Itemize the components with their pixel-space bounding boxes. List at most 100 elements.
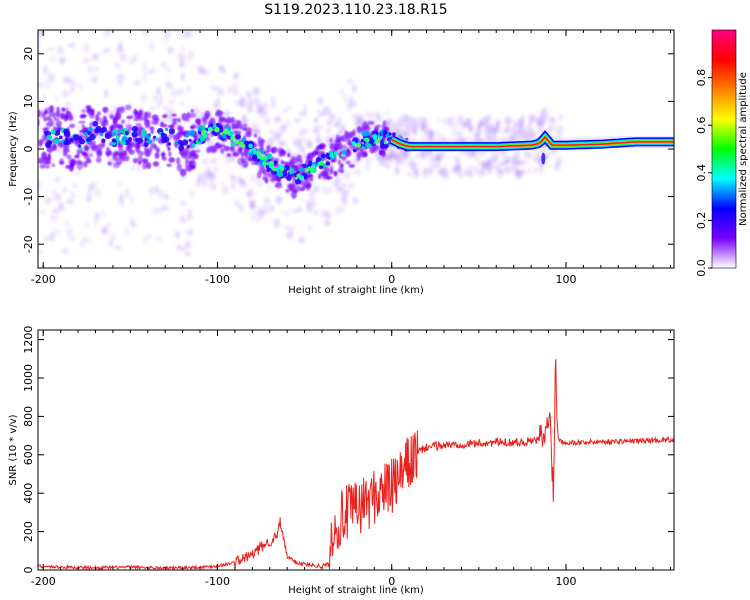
heat-mid	[195, 149, 201, 153]
heat-mid	[319, 143, 326, 149]
heat-noise	[423, 167, 427, 173]
heat-noise	[263, 197, 270, 206]
bottom-ytick-label: 600	[22, 444, 35, 465]
heat-core	[266, 153, 273, 159]
heat-mid	[51, 163, 56, 168]
heat-noise	[160, 61, 168, 69]
heat-noise	[72, 182, 78, 189]
heat-core	[222, 134, 227, 139]
heat-noise	[340, 88, 344, 97]
top-x-axis-label: Height of straight line (km)	[288, 285, 424, 296]
heat-noise	[174, 231, 181, 239]
heat-noise	[322, 106, 331, 116]
heat-mid	[239, 147, 243, 152]
heat-mid	[90, 108, 95, 116]
heat-noise	[166, 21, 171, 30]
heat-noise	[253, 97, 261, 107]
heat-noise	[61, 187, 68, 193]
heat-noise	[299, 144, 305, 154]
heat-noise	[38, 180, 41, 185]
heat-noise	[402, 113, 407, 123]
heat-noise	[252, 86, 260, 96]
heat-noise	[292, 208, 298, 213]
heat-peak	[329, 153, 334, 158]
heat-noise	[54, 176, 61, 183]
heat-mid	[39, 138, 44, 145]
heat-mid	[38, 157, 44, 164]
heat-noise	[119, 24, 122, 29]
heat-noise	[38, 39, 41, 48]
heat-core	[186, 144, 190, 149]
heat-mid	[338, 164, 344, 168]
heat-noise	[216, 97, 220, 106]
heat-mid	[341, 158, 347, 162]
heat-noise	[452, 130, 461, 137]
heat-mid	[189, 125, 195, 130]
heat-mid	[166, 163, 172, 167]
heat-noise	[116, 72, 125, 82]
heat-noise	[457, 121, 462, 126]
heat-noise	[256, 181, 264, 187]
heat-mid	[186, 112, 191, 119]
heat-core	[295, 170, 300, 175]
heat-noise	[155, 184, 159, 193]
heat-core	[157, 127, 164, 135]
heat-peak	[248, 143, 253, 149]
heat-noise	[57, 147, 61, 155]
heat-mid	[174, 118, 179, 122]
heat-core	[77, 144, 82, 148]
heat-noise	[479, 117, 487, 126]
heat-mid	[132, 157, 138, 164]
heat-mid	[203, 114, 208, 119]
heat-noise	[421, 125, 429, 134]
heat-noise	[273, 196, 281, 201]
heat-mid	[290, 155, 296, 162]
heat-mid	[83, 161, 88, 168]
heat-noise	[180, 72, 185, 81]
top-xtick-label: 0	[388, 273, 395, 286]
heat-noise	[475, 132, 479, 140]
bottom-xtick-label: 0	[388, 575, 395, 588]
heat-core	[122, 141, 127, 145]
heat-noise	[239, 95, 245, 106]
heat-noise	[528, 113, 537, 124]
heat-noise	[201, 158, 209, 164]
heat-noise	[43, 80, 52, 89]
heat-noise	[534, 166, 538, 173]
heat-noise	[512, 155, 517, 165]
heat-mid	[161, 115, 168, 119]
heat-mid	[318, 173, 322, 180]
heat-noise	[103, 30, 111, 38]
heat-core	[92, 120, 99, 127]
heat-core	[179, 141, 185, 147]
heat-mid	[78, 120, 86, 124]
heat-peak	[340, 153, 344, 157]
heat-noise	[232, 87, 239, 96]
heat-core	[141, 131, 147, 137]
heat-mid	[215, 109, 222, 117]
heat-noise	[275, 117, 281, 123]
heat-mid	[262, 168, 267, 175]
heat-noise	[347, 79, 354, 85]
heat-noise	[184, 250, 191, 257]
heat-noise	[150, 68, 156, 74]
heat-noise	[390, 153, 397, 160]
heat-core	[154, 137, 159, 141]
heat-core	[178, 145, 185, 151]
heat-noise	[66, 228, 73, 237]
heat-noise	[209, 171, 217, 179]
heat-peak	[278, 164, 284, 170]
heat-noise	[313, 185, 320, 193]
heat-noise	[129, 60, 134, 65]
figure-title: S119.2023.110.23.18.R15	[264, 2, 447, 18]
heat-core	[286, 175, 292, 181]
heat-noise	[468, 171, 474, 178]
heat-peak	[253, 150, 257, 155]
heat-mid	[185, 156, 189, 164]
heat-noise	[529, 131, 537, 138]
heat-noise	[38, 82, 45, 87]
heat-peak	[376, 139, 381, 143]
heat-mid	[145, 150, 152, 155]
heat-noise	[181, 46, 185, 52]
